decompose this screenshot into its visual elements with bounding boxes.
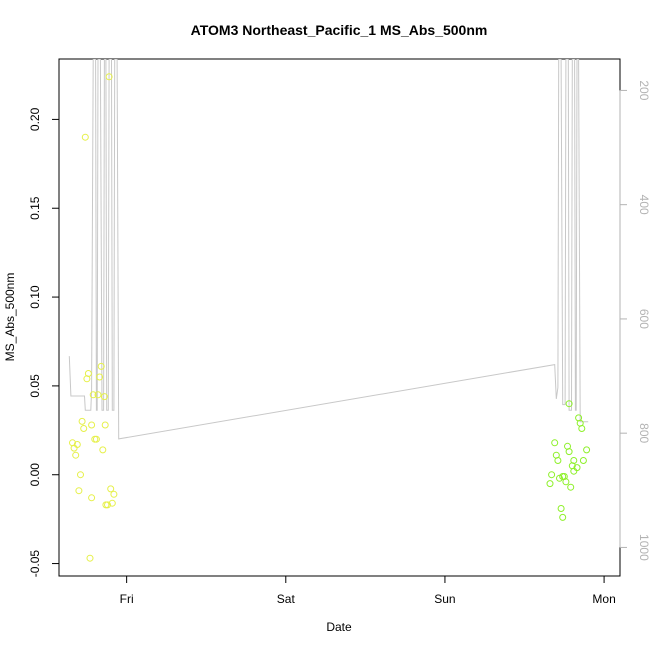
- data-point-33: [554, 457, 562, 464]
- data-point-43: [567, 483, 575, 491]
- data-point-1: [70, 444, 78, 452]
- y2-tick-label-1: 400: [637, 195, 650, 215]
- y-axis-label: MS_Abs_500nm: [3, 273, 17, 362]
- altitude-layer: [68, 59, 589, 440]
- chart-title: ATOM3 Northeast_Pacific_1 MS_Abs_500nm: [191, 22, 488, 38]
- data-point-47: [573, 464, 581, 472]
- data-point-27: [108, 499, 116, 507]
- data-point-21: [100, 393, 108, 401]
- data-point-18: [96, 373, 104, 381]
- data-point-36: [559, 513, 567, 521]
- data-point-45: [570, 457, 578, 464]
- data-point-25: [105, 73, 113, 81]
- y-tick-label-1: 0.00: [28, 463, 42, 487]
- data-point-11: [86, 554, 94, 562]
- data-point-46: [570, 467, 578, 475]
- points-layer: [69, 73, 591, 562]
- y2-tick-label-4: 1000: [637, 534, 650, 561]
- x-tick-label-1: Sat: [277, 592, 296, 606]
- data-point-52: [583, 446, 591, 454]
- data-point-31: [551, 439, 559, 447]
- x-axis: Fri Sat Sun Mon: [120, 575, 616, 606]
- data-point-17: [94, 391, 102, 399]
- data-point-5: [77, 471, 84, 479]
- data-point-12: [88, 494, 96, 502]
- data-point-8: [81, 133, 89, 141]
- y2-tick-label-3: 800: [637, 423, 650, 443]
- data-point-50: [578, 425, 586, 432]
- data-point-10: [84, 370, 92, 377]
- x-tick-label-3: Mon: [592, 592, 615, 606]
- altitude-line: [68, 59, 589, 440]
- y-tick-label-2: 0.05: [28, 374, 42, 398]
- data-point-42: [565, 448, 573, 456]
- x-tick-label-0: Fri: [120, 592, 134, 606]
- y-tick-label-3: 0.10: [28, 285, 42, 309]
- y2-axis: 200 400 600 800 1000: [619, 80, 650, 561]
- data-point-35: [557, 505, 565, 512]
- y2-tick-label-0: 200: [637, 80, 650, 100]
- y-tick-label-4: 0.15: [28, 196, 42, 220]
- data-point-13: [88, 421, 96, 429]
- data-point-29: [546, 480, 554, 488]
- x-tick-label-2: Sun: [434, 592, 455, 606]
- x-axis-label: Date: [326, 620, 352, 634]
- data-point-6: [78, 417, 86, 425]
- y-tick-label-0: -0.05: [28, 550, 42, 578]
- data-point-16: [92, 435, 100, 443]
- data-point-2: [72, 451, 80, 459]
- data-point-14: [89, 391, 97, 399]
- plot-frame: [58, 58, 621, 577]
- data-point-20: [99, 446, 107, 454]
- data-point-51: [579, 457, 587, 464]
- data-point-7: [80, 425, 88, 432]
- y-axis: -0.05 0.00 0.05 0.10 0.15 0.20: [28, 107, 60, 578]
- data-point-41: [565, 400, 573, 408]
- data-point-24: [104, 501, 111, 509]
- data-point-39: [562, 478, 570, 486]
- data-point-19: [97, 362, 105, 370]
- y2-tick-label-2: 600: [637, 309, 650, 329]
- data-point-4: [75, 487, 83, 495]
- data-point-3: [73, 441, 81, 448]
- data-point-22: [101, 421, 109, 429]
- data-point-26: [107, 485, 115, 493]
- data-point-28: [110, 490, 118, 498]
- y-tick-label-5: 0.20: [28, 107, 42, 131]
- data-point-30: [548, 471, 556, 479]
